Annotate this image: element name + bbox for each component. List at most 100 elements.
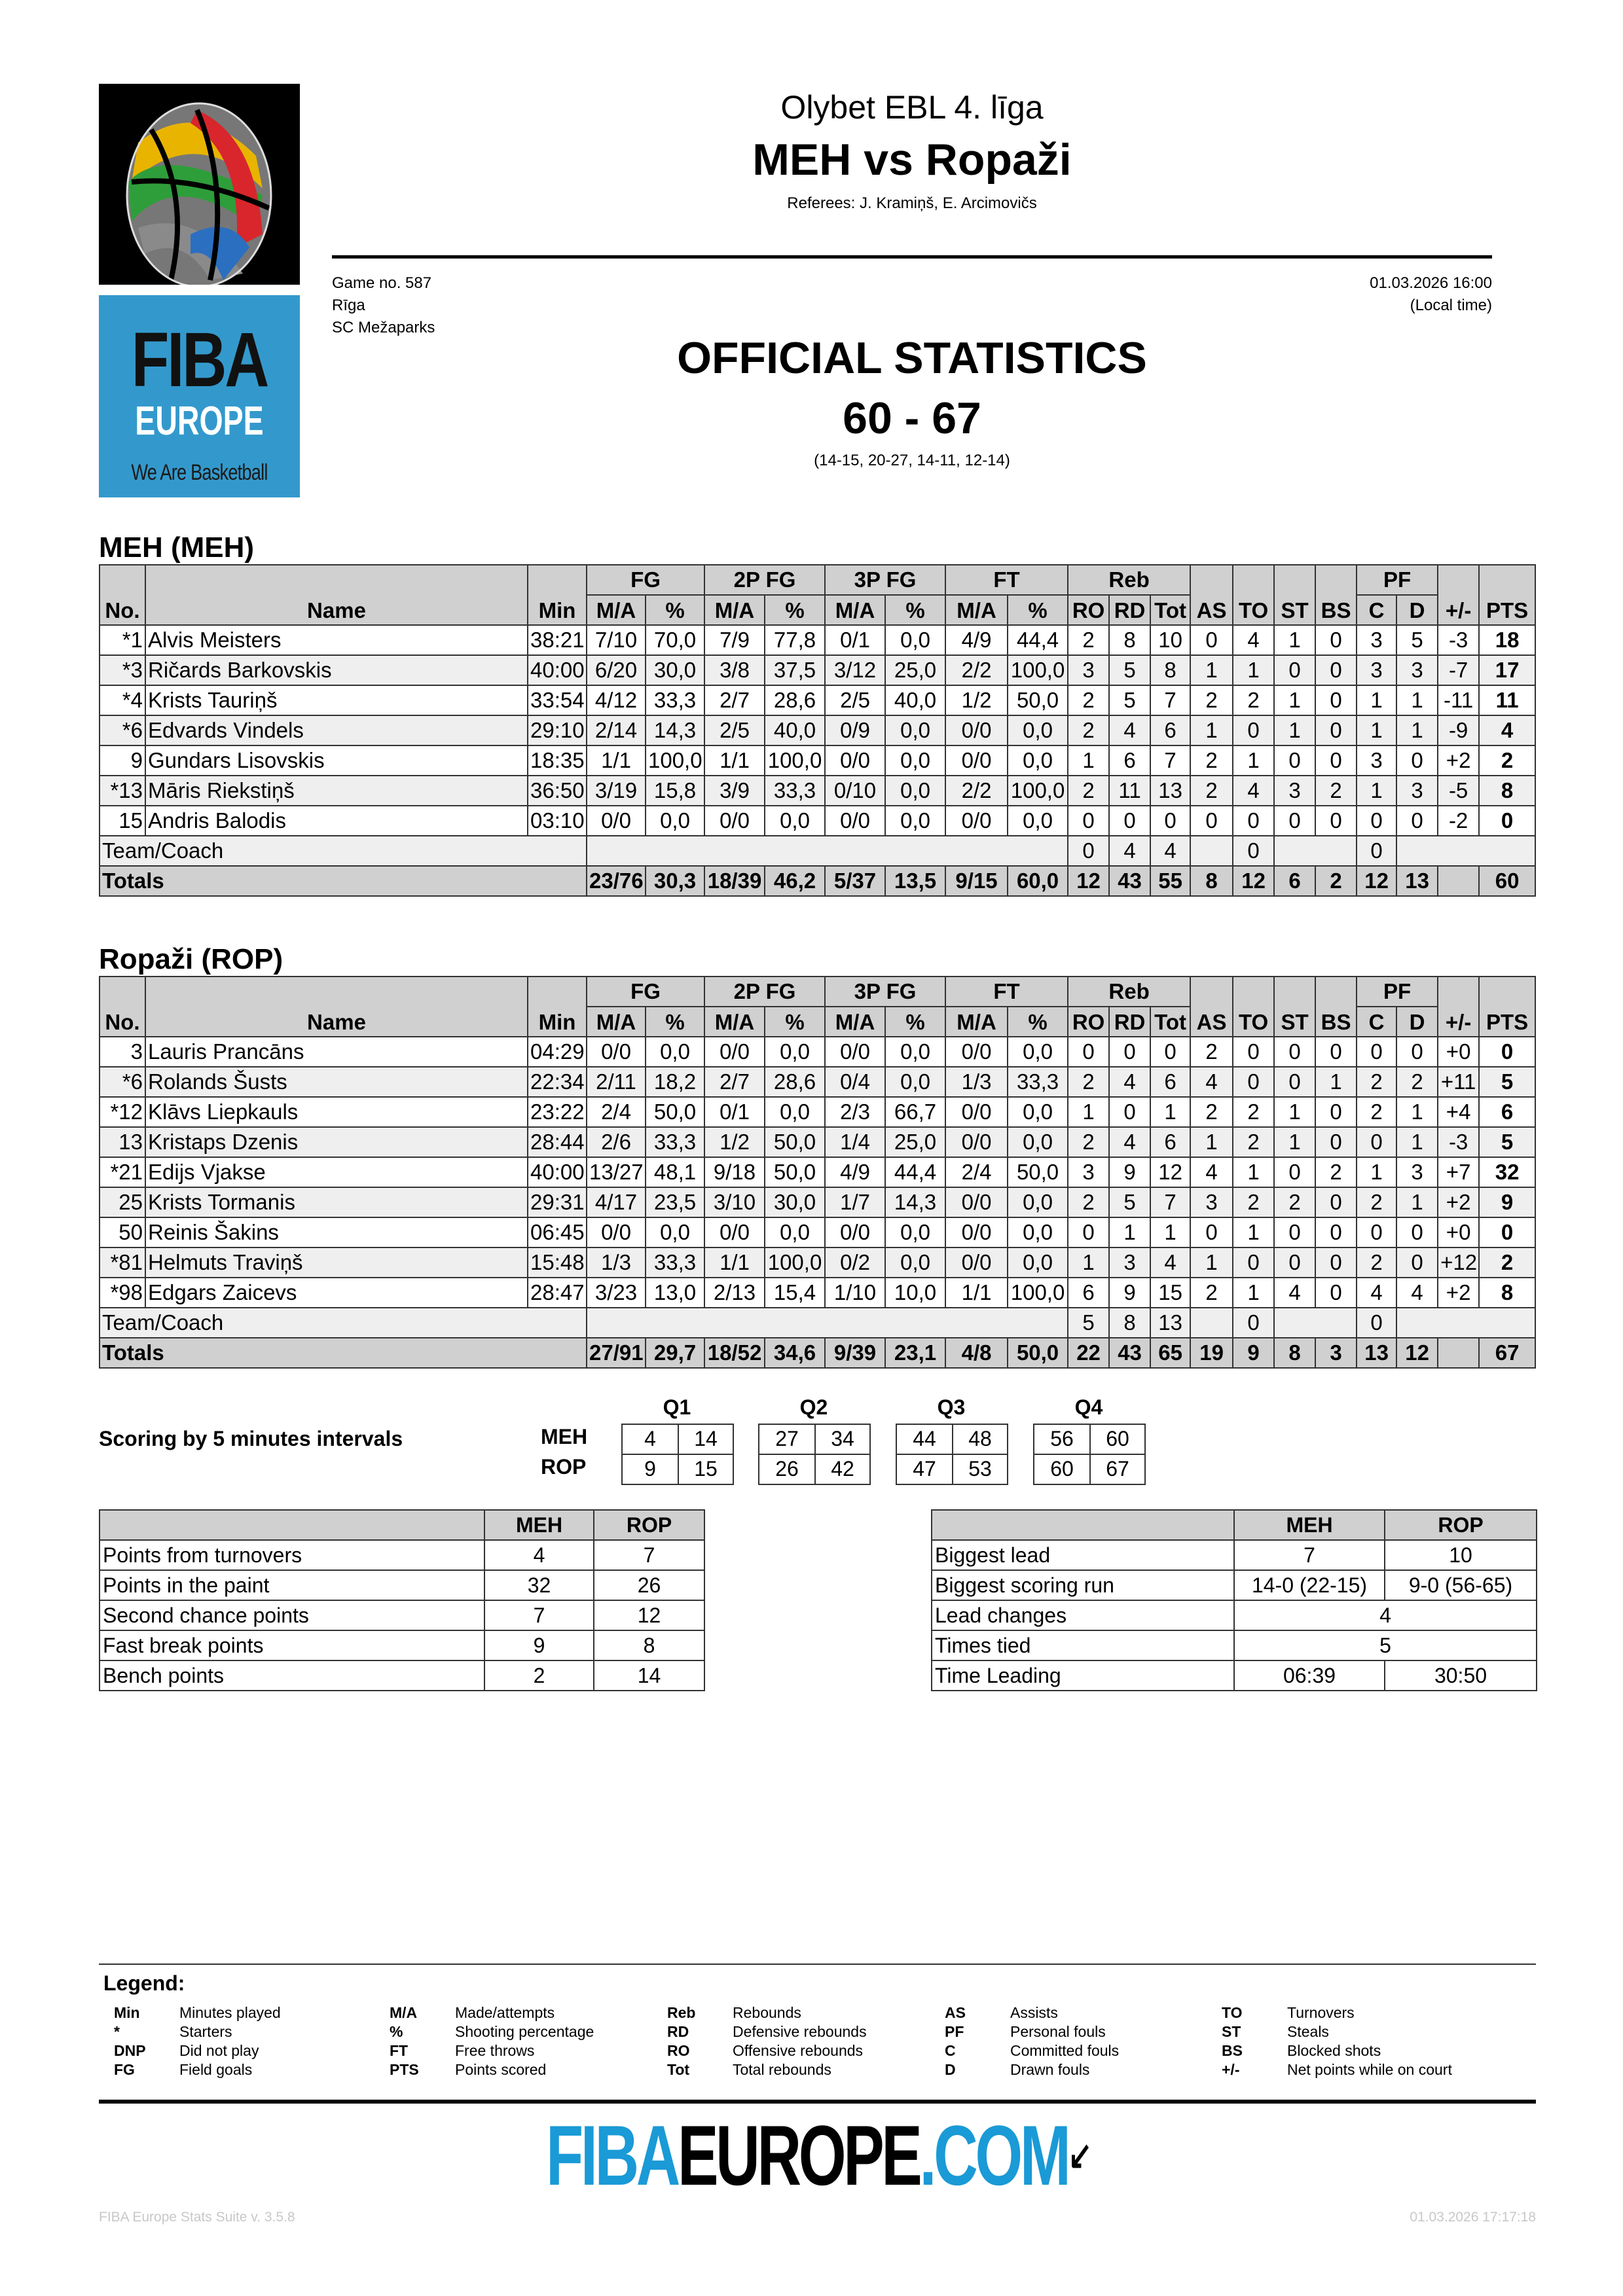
cell-pts: 4: [1478, 715, 1537, 746]
cell-to: 0: [1232, 1066, 1275, 1098]
legend-abbr: PTS: [390, 2061, 419, 2078]
cell-p3-pct: 0,0: [884, 1066, 947, 1098]
cell-p3-pct: 40,0: [884, 685, 947, 716]
col-d: D: [1396, 594, 1439, 626]
cell-plus-minus: +11: [1437, 1066, 1480, 1098]
cell-tot: 4: [1150, 835, 1192, 867]
cell-fg-ma: 2/14: [586, 715, 646, 746]
cell-min: 03:10: [527, 805, 587, 836]
cell-pf-d: 0: [1396, 1036, 1439, 1067]
cell-fg-ma: 6/20: [586, 655, 646, 686]
stats-row: Points from turnovers 4 7: [99, 1539, 705, 1571]
matchup-title: MEH vs Ropaži: [752, 135, 1072, 185]
cell-ro: 6: [1067, 1277, 1110, 1308]
cell-no: *98: [99, 1277, 146, 1308]
cell-pf-d: 0: [1396, 805, 1439, 836]
cell-as: 2: [1190, 745, 1234, 776]
team-coach-label: Team/Coach: [99, 835, 587, 867]
cell-p3-ma: 0/0: [824, 805, 886, 836]
cell-name: Edijs Vjakse: [145, 1157, 528, 1188]
cell-bs: 2: [1315, 865, 1358, 897]
cell-p3-ma: 0/0: [824, 1036, 886, 1067]
legend-abbr: BS: [1222, 2042, 1243, 2059]
cell-ro: 2: [1067, 1126, 1110, 1158]
header-divider: [332, 255, 1492, 259]
cell-to: 0: [1232, 715, 1275, 746]
cell-min: 33:54: [527, 685, 587, 716]
empty-cell: [1190, 835, 1234, 867]
cell-no: *12: [99, 1096, 146, 1128]
cell-ft-ma: 0/0: [945, 1247, 1009, 1278]
cell-fg-ma: 3/19: [586, 775, 646, 806]
col-plus-minus: +/-: [1437, 976, 1480, 1037]
cell-to: 12: [1232, 865, 1275, 897]
cell-bs: 0: [1315, 1277, 1358, 1308]
cell-ft-ma: 0/0: [945, 715, 1009, 746]
venue: SC Mežaparks: [332, 319, 435, 336]
cell-pf-c: 1: [1356, 775, 1398, 806]
cell-ft-pct: 50,0: [1007, 1157, 1069, 1188]
cell-pf-c: 1: [1356, 685, 1398, 716]
cell-pf-c: 4: [1356, 1277, 1398, 1308]
cell-pf-c: 1: [1356, 1157, 1398, 1188]
game-number: Game no. 587: [332, 274, 432, 292]
cell-st: 2: [1273, 1187, 1317, 1218]
legend-desc: Drawn fouls: [1010, 2061, 1090, 2078]
cell-bs: 2: [1315, 775, 1358, 806]
stats-row: Points in the paint 32 26: [99, 1570, 705, 1601]
fiba-europe-logo: FIBA EUROPE We Are Basketball: [99, 295, 300, 497]
stats-value-meh: 2: [484, 1660, 594, 1691]
cell-ro: 3: [1067, 1157, 1110, 1188]
cell-bs: 0: [1315, 1126, 1358, 1158]
cell-p3-ma: 0/0: [824, 1217, 886, 1248]
col-st: ST: [1273, 564, 1317, 626]
player-row: 50 Reinis Šakins 06:45 0/0 0,0 0/0 0,0 0/0 0,0 0/…: [99, 1217, 1537, 1248]
stats-label: Time Leading: [931, 1660, 1235, 1691]
cell-name: Ričards Barkovskis: [145, 655, 528, 686]
interval-score-box: 44 48: [896, 1424, 1008, 1455]
cell-ft-pct: 0,0: [1007, 805, 1069, 836]
game-datetime: 01.03.2026 16:00 (Local time): [1165, 272, 1492, 317]
cell-ft-ma: 1/2: [945, 685, 1009, 716]
cell-min: 15:48: [527, 1247, 587, 1278]
col-pts: PTS: [1478, 976, 1537, 1037]
cell-ft-ma: 1/3: [945, 1066, 1009, 1098]
cell-name: Gundars Lisovskis: [145, 745, 528, 776]
cell-to: 4: [1232, 624, 1275, 656]
cell-ft-pct: 0,0: [1007, 745, 1069, 776]
interval-score: 14: [678, 1425, 733, 1454]
col-name: Name: [145, 564, 528, 626]
cell-pts: 9: [1478, 1187, 1537, 1218]
cell-p2-pct: 37,5: [764, 655, 826, 686]
cell-no: 25: [99, 1187, 146, 1218]
cell-bs: 1: [1315, 1066, 1358, 1098]
cell-p3-pct: 44,4: [884, 1157, 947, 1188]
stats-header: MEH: [484, 1509, 594, 1541]
totals-label: Totals: [99, 1337, 587, 1369]
player-row: 9 Gundars Lisovskis 18:35 1/1 100,0 1/1 100,0 0…: [99, 745, 1537, 776]
cell-pf-d: 1: [1396, 685, 1439, 716]
player-row: *1 Alvis Meisters 38:21 7/10 70,0 7/9 77,8 0/1 0…: [99, 624, 1537, 656]
cell-p3-ma: 1/10: [824, 1277, 886, 1308]
stats-value-meh: 32: [484, 1570, 594, 1601]
team-coach-label: Team/Coach: [99, 1307, 587, 1338]
cell-ft-ma: 0/0: [945, 1187, 1009, 1218]
cell-pf-d: 1: [1396, 1187, 1439, 1218]
cell-bs: 0: [1315, 624, 1358, 656]
stats-label: Second chance points: [99, 1600, 485, 1631]
cell-no: *4: [99, 685, 146, 716]
cell-p3-ma: 9/39: [824, 1337, 886, 1369]
player-row: *98 Edgars Zaicevs 28:47 3/23 13,0 2/13 15,4 1/…: [99, 1277, 1537, 1308]
col-reb: Reb: [1067, 976, 1192, 1007]
cell-tot: 7: [1150, 685, 1192, 716]
cell-fg-pct: 30,3: [644, 865, 706, 897]
cell-plus-minus: +0: [1437, 1036, 1480, 1067]
cell-ro: 5: [1067, 1307, 1110, 1338]
interval-score-box: 60 67: [1033, 1454, 1146, 1485]
cell-min: 22:34: [527, 1066, 587, 1098]
cell-p2-ma: 2/5: [704, 715, 766, 746]
cell-ro: 0: [1067, 1036, 1110, 1067]
cell-p2-pct: 0,0: [764, 1096, 826, 1128]
cell-bs: 0: [1315, 1187, 1358, 1218]
cell-fg-ma: 4/12: [586, 685, 646, 716]
